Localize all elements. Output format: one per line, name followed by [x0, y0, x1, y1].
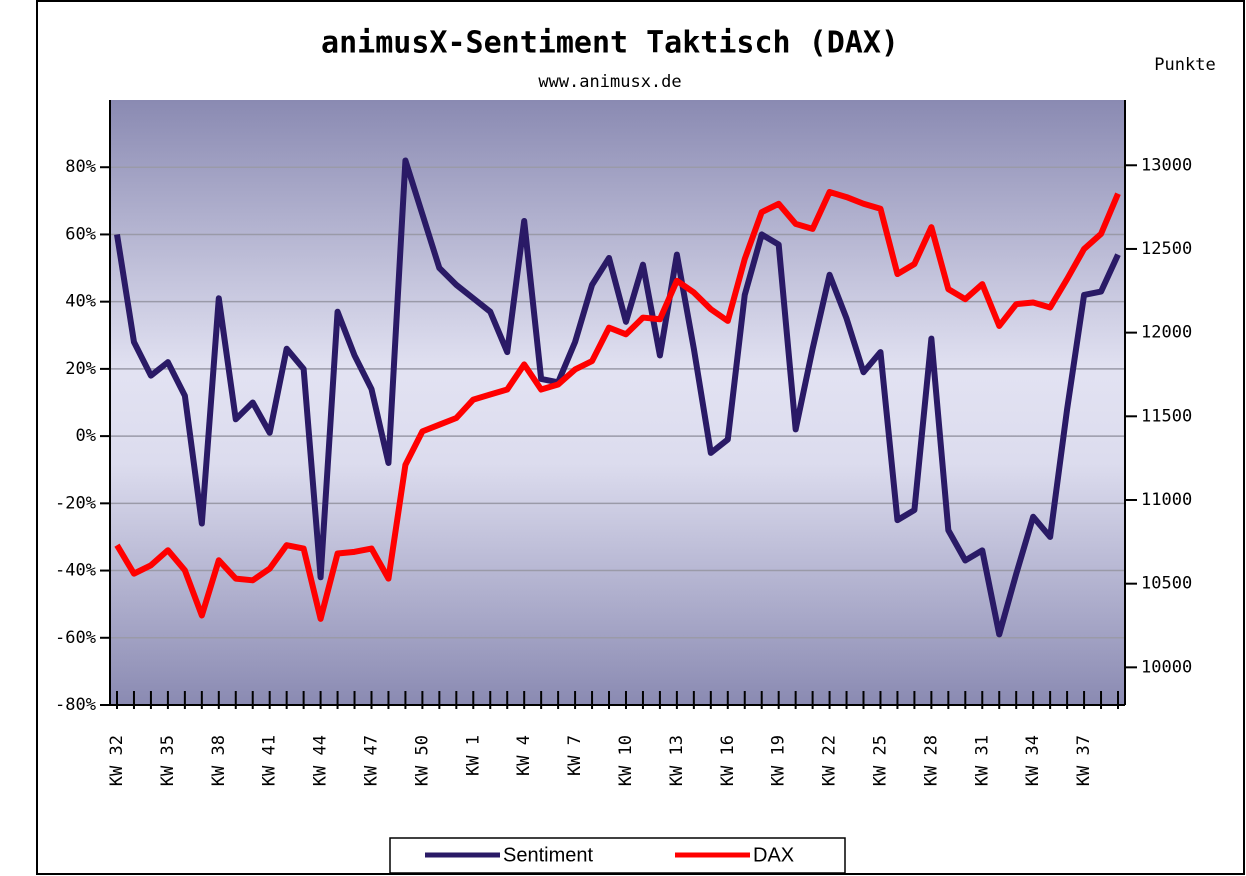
- y2-tick-label: 11000: [1141, 490, 1192, 510]
- y-tick-label: -80%: [55, 695, 96, 715]
- x-tick-label: KW 7: [565, 735, 585, 776]
- x-tick-label: KW 32: [107, 735, 127, 786]
- chart-subtitle: www.animusx.de: [538, 72, 681, 92]
- y-tick-label: 0%: [76, 426, 96, 446]
- legend-label: DAX: [753, 844, 794, 866]
- series-line: [114, 189, 1121, 622]
- y-tick-label: 20%: [65, 359, 96, 379]
- y-tick-label: 60%: [65, 224, 96, 244]
- y2-tick-label: 12000: [1141, 323, 1192, 343]
- y2-axis-label: Punkte: [1154, 55, 1215, 75]
- y-tick-label: 80%: [65, 157, 96, 177]
- x-tick-label: KW 38: [209, 735, 229, 786]
- chart-title: animusX-Sentiment Taktisch (DAX): [321, 26, 899, 61]
- y-tick-label: 40%: [65, 292, 96, 312]
- series-line: [114, 157, 1121, 638]
- x-tick-label: KW 41: [260, 735, 280, 786]
- x-tick-label: KW 28: [921, 735, 941, 786]
- x-tick-label: KW 19: [769, 735, 789, 786]
- x-tick-label: KW 22: [820, 735, 840, 786]
- x-tick-label: KW 16: [718, 735, 738, 786]
- y2-tick-label: 12500: [1141, 239, 1192, 259]
- legend-label: Sentiment: [503, 844, 593, 866]
- x-tick-label: KW 47: [361, 735, 381, 786]
- y-tick-label: -20%: [55, 493, 96, 513]
- x-tick-label: KW 25: [870, 735, 890, 786]
- y-tick-label: -60%: [55, 628, 96, 648]
- x-tick-label: KW 44: [311, 735, 331, 786]
- x-tick-label: KW 50: [412, 735, 432, 786]
- y2-tick-label: 13000: [1141, 155, 1192, 175]
- plot-area: [110, 100, 1125, 705]
- x-tick-label: KW 1: [463, 735, 483, 776]
- x-tick-label: KW 13: [667, 735, 687, 786]
- y2-tick-label: 11500: [1141, 406, 1192, 426]
- x-tick-label: KW 37: [1074, 735, 1094, 786]
- x-tick-label: KW 10: [616, 735, 636, 786]
- y-tick-label: -40%: [55, 561, 96, 581]
- x-tick-label: KW 34: [1023, 735, 1043, 786]
- y2-tick-label: 10000: [1141, 657, 1192, 677]
- x-tick-label: KW 4: [514, 735, 534, 776]
- x-tick-label: KW 35: [158, 735, 178, 786]
- y2-tick-label: 10500: [1141, 574, 1192, 594]
- x-tick-label: KW 31: [972, 735, 992, 786]
